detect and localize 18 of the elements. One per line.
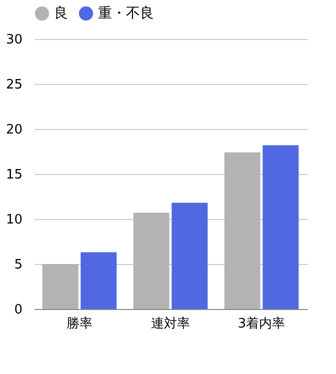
bar: [172, 202, 208, 309]
legend-label: 良: [54, 5, 68, 22]
bar: [133, 212, 170, 309]
y-tick-label: 15: [6, 168, 22, 182]
y-tick-label: 5: [14, 258, 22, 272]
y-tick-label: 20: [6, 122, 22, 138]
y-tick-label: 25: [6, 78, 22, 92]
x-tick-label: 連対率: [151, 316, 190, 332]
bar: [42, 264, 78, 309]
x-tick-label: 3着内率: [238, 316, 286, 332]
bar: [224, 152, 260, 309]
x-tick-label: 勝率: [66, 316, 92, 332]
legend-label: 重・不良: [98, 5, 154, 22]
bar: [262, 145, 299, 309]
y-tick-label: 30: [6, 32, 22, 48]
y-tick-label: 10: [6, 212, 22, 228]
bar: [80, 252, 117, 309]
y-tick-label: 0: [14, 302, 22, 318]
